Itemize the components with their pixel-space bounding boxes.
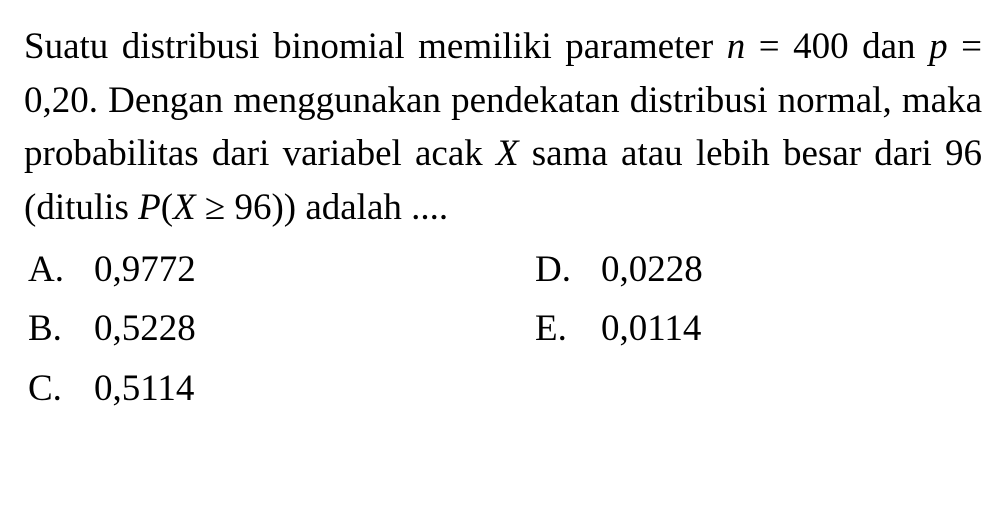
option-b: B. 0,5228	[28, 302, 475, 356]
option-a: A. 0,9772	[28, 243, 475, 297]
expr-open: (	[161, 187, 173, 228]
option-e: E. 0,0114	[535, 302, 982, 356]
option-letter: A.	[28, 243, 76, 297]
option-value: 0,0114	[601, 302, 701, 356]
var-x: X	[496, 133, 519, 174]
question-part: = 400 dan	[745, 26, 929, 67]
option-letter: B.	[28, 302, 76, 356]
expr-p: P	[138, 187, 161, 228]
option-value: 0,5114	[94, 362, 194, 416]
option-letter: D.	[535, 243, 583, 297]
option-d: D. 0,0228	[535, 243, 982, 297]
option-value: 0,0228	[601, 243, 703, 297]
question-text: Suatu distribusi binomial memiliki param…	[24, 20, 982, 235]
option-c: C. 0,5114	[28, 362, 475, 416]
option-letter: C.	[28, 362, 76, 416]
option-value: 0,5228	[94, 302, 196, 356]
var-n: n	[727, 26, 746, 67]
question-part: Suatu distribusi binomial memiliki param…	[24, 26, 727, 67]
option-value: 0,9772	[94, 243, 196, 297]
expr-geq: ≥ 96)) adalah ....	[196, 187, 449, 228]
options-grid: A. 0,9772 D. 0,0228 B. 0,5228 E. 0,0114 …	[24, 243, 982, 416]
expr-x: X	[173, 187, 196, 228]
option-letter: E.	[535, 302, 583, 356]
var-p: p	[929, 26, 948, 67]
